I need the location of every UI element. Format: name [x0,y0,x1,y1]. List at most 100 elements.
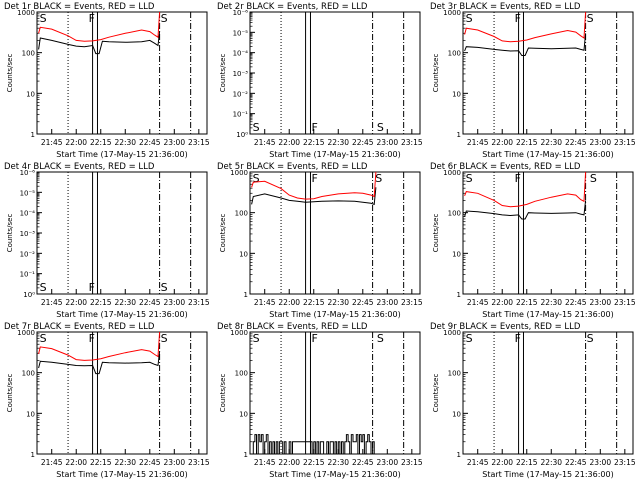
y-tick-label: 10⁻³ [233,70,249,78]
x-tick-label: 22:00 [491,138,513,147]
x-tick-label: 22:45 [139,138,161,147]
y-tick-label: 10⁻¹ [233,111,249,119]
chart-title: Det 8r BLACK = Events, RED = LLD [217,322,368,332]
y-tick-label: 1000 [17,9,35,17]
x-tick-label: 23:00 [589,298,611,307]
x-tick-label: 23:15 [401,298,423,307]
y-tick-label: 100 [448,50,461,58]
x-tick-label: 22:30 [327,458,349,467]
y-tick-label: 10 [26,410,35,418]
y-tick-label: 10⁻³ [20,230,36,238]
marker-s: S [375,172,382,185]
x-tick-label: 22:30 [114,298,136,307]
y-tick-label: 1000 [443,329,461,337]
y-tick-label: 1000 [17,329,35,337]
panel-det3r: Det 3r BLACK = Events, RED = LLD Start Ti… [426,0,639,160]
x-tick-label: 23:15 [401,138,423,147]
marker-s: S [161,281,168,294]
y-tick-label: 10⁻⁶ [20,169,36,177]
y-tick-label: 10⁻⁵ [233,29,249,37]
x-tick-label: 23:00 [589,138,611,147]
y-tick-label: 1000 [443,9,461,17]
y-tick-label: 1 [244,291,248,299]
marker-f: F [515,12,521,25]
x-tick-label: 22:15 [516,298,538,307]
plot-frame [36,11,208,135]
x-tick-label: 22:15 [303,138,325,147]
panel-det4r: Det 4r BLACK = Events, RED = LLD Start Ti… [0,160,213,320]
marker-s: S [161,12,168,25]
series-events [38,351,161,375]
x-tick-label: 23:15 [188,138,210,147]
x-axis-label: Start Time (17-May-15 21:36:00) [269,150,400,159]
x-tick-label: 22:45 [352,458,374,467]
series-lld [38,11,161,42]
x-tick-label: 21:45 [254,138,276,147]
x-tick-label: 22:15 [90,138,112,147]
panel-det5r: Det 5r BLACK = Events, RED = LLD Start Ti… [213,160,426,320]
chart-det6r: Det 6r BLACK = Events, RED = LLD Start Ti… [430,162,636,319]
x-tick-label: 23:00 [589,458,611,467]
chart-title: Det 1r BLACK = Events, RED = LLD [4,2,155,12]
y-tick-label: 1 [457,451,461,459]
marker-s: S [466,12,473,25]
chart-title: Det 3r BLACK = Events, RED = LLD [430,2,581,12]
x-axis-label: Start Time (17-May-15 21:36:00) [482,470,613,479]
marker-f: F [311,332,317,345]
x-tick-label: 22:15 [516,138,538,147]
y-tick-label: 10⁰ [236,131,248,139]
panel-det7r: Det 7r BLACK = Events, RED = LLD Start Ti… [0,320,213,480]
marker-s: S [587,332,594,345]
chart-title: Det 6r BLACK = Events, RED = LLD [430,162,581,172]
chart-det1r: Det 1r BLACK = Events, RED = LLD Start Ti… [4,2,210,159]
y-tick-label: 10 [26,90,35,98]
marker-s: S [466,332,473,345]
y-tick-label: 100 [22,370,35,378]
x-axis-label: Start Time (17-May-15 21:36:00) [482,310,613,319]
marker-s: S [466,172,473,185]
series-events [251,187,377,206]
y-tick-label: 10 [452,410,461,418]
series-events [464,200,587,220]
chart-det8r: Det 8r BLACK = Events, RED = LLD Start Ti… [217,322,423,479]
x-tick-label: 22:45 [139,458,161,467]
marker-f: F [515,332,521,345]
marker-s: S [377,121,384,134]
x-tick-label: 22:30 [540,458,562,467]
x-tick-label: 21:45 [254,458,276,467]
panel-det6r: Det 6r BLACK = Events, RED = LLD Start Ti… [426,160,639,320]
x-tick-label: 23:15 [614,458,636,467]
marker-s: S [377,332,384,345]
marker-f: F [311,172,317,185]
y-axis-label: Counts/sec [219,54,227,93]
chart-title: Det 2r BLACK = Events, RED = LLD [217,2,368,12]
y-tick-label: 1 [31,131,35,139]
x-tick-label: 22:45 [139,298,161,307]
y-tick-label: 10⁻⁴ [233,50,249,58]
y-axis-label: Counts/sec [432,54,440,93]
series-lld [464,11,587,43]
chart-det3r: Det 3r BLACK = Events, RED = LLD Start Ti… [430,2,636,159]
plot-frame [36,331,208,455]
plot-frame [462,331,634,455]
y-tick-label: 1 [31,451,35,459]
y-tick-label: 100 [448,370,461,378]
y-axis-label: Counts/sec [432,214,440,253]
plot-frame [462,11,634,135]
x-axis-label: Start Time (17-May-15 21:36:00) [56,150,187,159]
x-tick-label: 22:15 [90,298,112,307]
y-tick-label: 10⁻² [20,250,36,258]
y-tick-label: 10 [452,250,461,258]
x-tick-label: 22:15 [303,298,325,307]
marker-f: F [89,281,95,294]
y-tick-label: 10⁻⁴ [20,210,36,218]
x-tick-label: 22:30 [114,458,136,467]
marker-f: F [89,332,95,345]
marker-s: S [40,281,47,294]
x-tick-label: 22:00 [65,298,87,307]
x-tick-label: 21:45 [467,298,489,307]
plot-frame [36,171,208,295]
marker-s: S [40,12,47,25]
chart-det7r: Det 7r BLACK = Events, RED = LLD Start Ti… [4,322,210,479]
y-tick-label: 10 [239,250,248,258]
